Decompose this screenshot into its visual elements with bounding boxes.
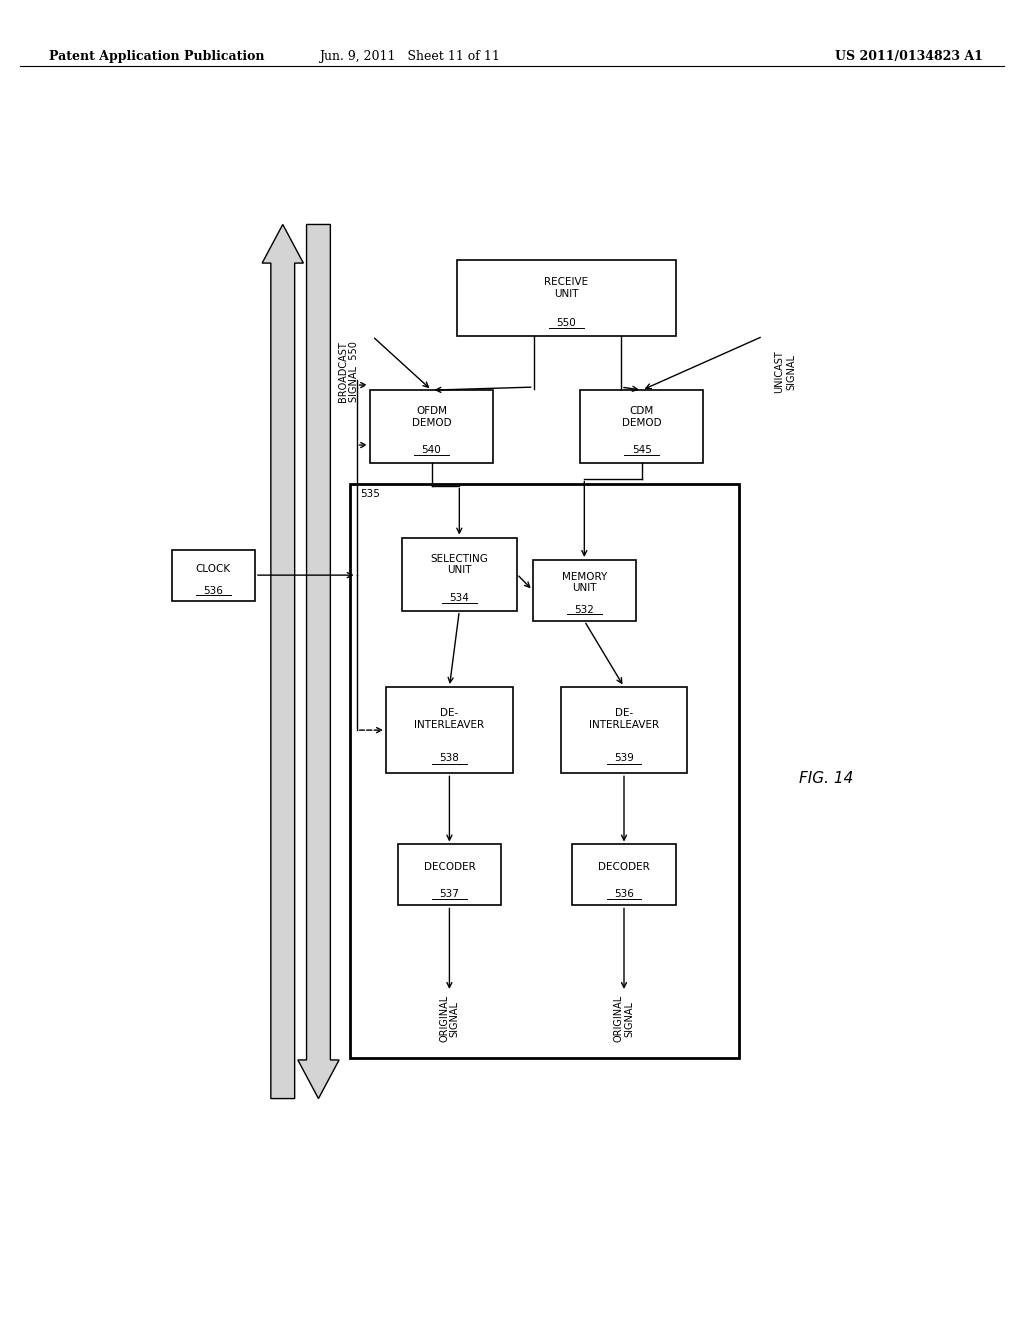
- Text: BROADCAST
SIGNAL  550: BROADCAST SIGNAL 550: [338, 342, 359, 403]
- Text: CDM
DEMOD: CDM DEMOD: [622, 407, 662, 428]
- Text: MEMORY
UNIT: MEMORY UNIT: [562, 572, 607, 593]
- Text: Patent Application Publication: Patent Application Publication: [49, 50, 264, 63]
- Text: 545: 545: [632, 445, 652, 455]
- Text: RECEIVE
UNIT: RECEIVE UNIT: [545, 277, 589, 300]
- Text: 538: 538: [439, 752, 460, 763]
- Text: ORIGINAL
SIGNAL: ORIGINAL SIGNAL: [613, 995, 635, 1043]
- FancyBboxPatch shape: [401, 537, 517, 611]
- Polygon shape: [262, 224, 303, 1098]
- Text: OFDM
DEMOD: OFDM DEMOD: [412, 407, 452, 428]
- Text: 532: 532: [574, 605, 594, 615]
- Text: 537: 537: [439, 890, 460, 899]
- Text: CLOCK: CLOCK: [196, 564, 230, 573]
- Text: 535: 535: [359, 488, 380, 499]
- FancyBboxPatch shape: [370, 391, 494, 463]
- Text: Jun. 9, 2011   Sheet 11 of 11: Jun. 9, 2011 Sheet 11 of 11: [319, 50, 500, 63]
- Text: 539: 539: [614, 752, 634, 763]
- FancyBboxPatch shape: [560, 686, 687, 774]
- Polygon shape: [298, 224, 339, 1098]
- FancyBboxPatch shape: [532, 560, 636, 620]
- Text: DE-
INTERLEAVER: DE- INTERLEAVER: [415, 708, 484, 730]
- Text: US 2011/0134823 A1: US 2011/0134823 A1: [836, 50, 983, 63]
- Text: ORIGINAL
SIGNAL: ORIGINAL SIGNAL: [439, 995, 460, 1043]
- Text: 540: 540: [422, 445, 441, 455]
- FancyBboxPatch shape: [581, 391, 703, 463]
- Text: 536: 536: [614, 890, 634, 899]
- Text: DECODER: DECODER: [424, 862, 475, 873]
- Text: DECODER: DECODER: [598, 862, 650, 873]
- FancyBboxPatch shape: [172, 549, 255, 601]
- FancyBboxPatch shape: [572, 845, 676, 906]
- FancyBboxPatch shape: [397, 845, 501, 906]
- FancyBboxPatch shape: [386, 686, 513, 774]
- Text: FIG. 14: FIG. 14: [799, 771, 854, 785]
- FancyBboxPatch shape: [458, 260, 676, 337]
- FancyBboxPatch shape: [350, 483, 739, 1057]
- Text: 534: 534: [450, 593, 469, 602]
- Text: DE-
INTERLEAVER: DE- INTERLEAVER: [589, 708, 659, 730]
- Text: 536: 536: [204, 586, 223, 597]
- Text: UNICAST
SIGNAL: UNICAST SIGNAL: [774, 351, 796, 393]
- Text: 550: 550: [557, 318, 577, 327]
- Text: SELECTING
UNIT: SELECTING UNIT: [430, 554, 488, 576]
